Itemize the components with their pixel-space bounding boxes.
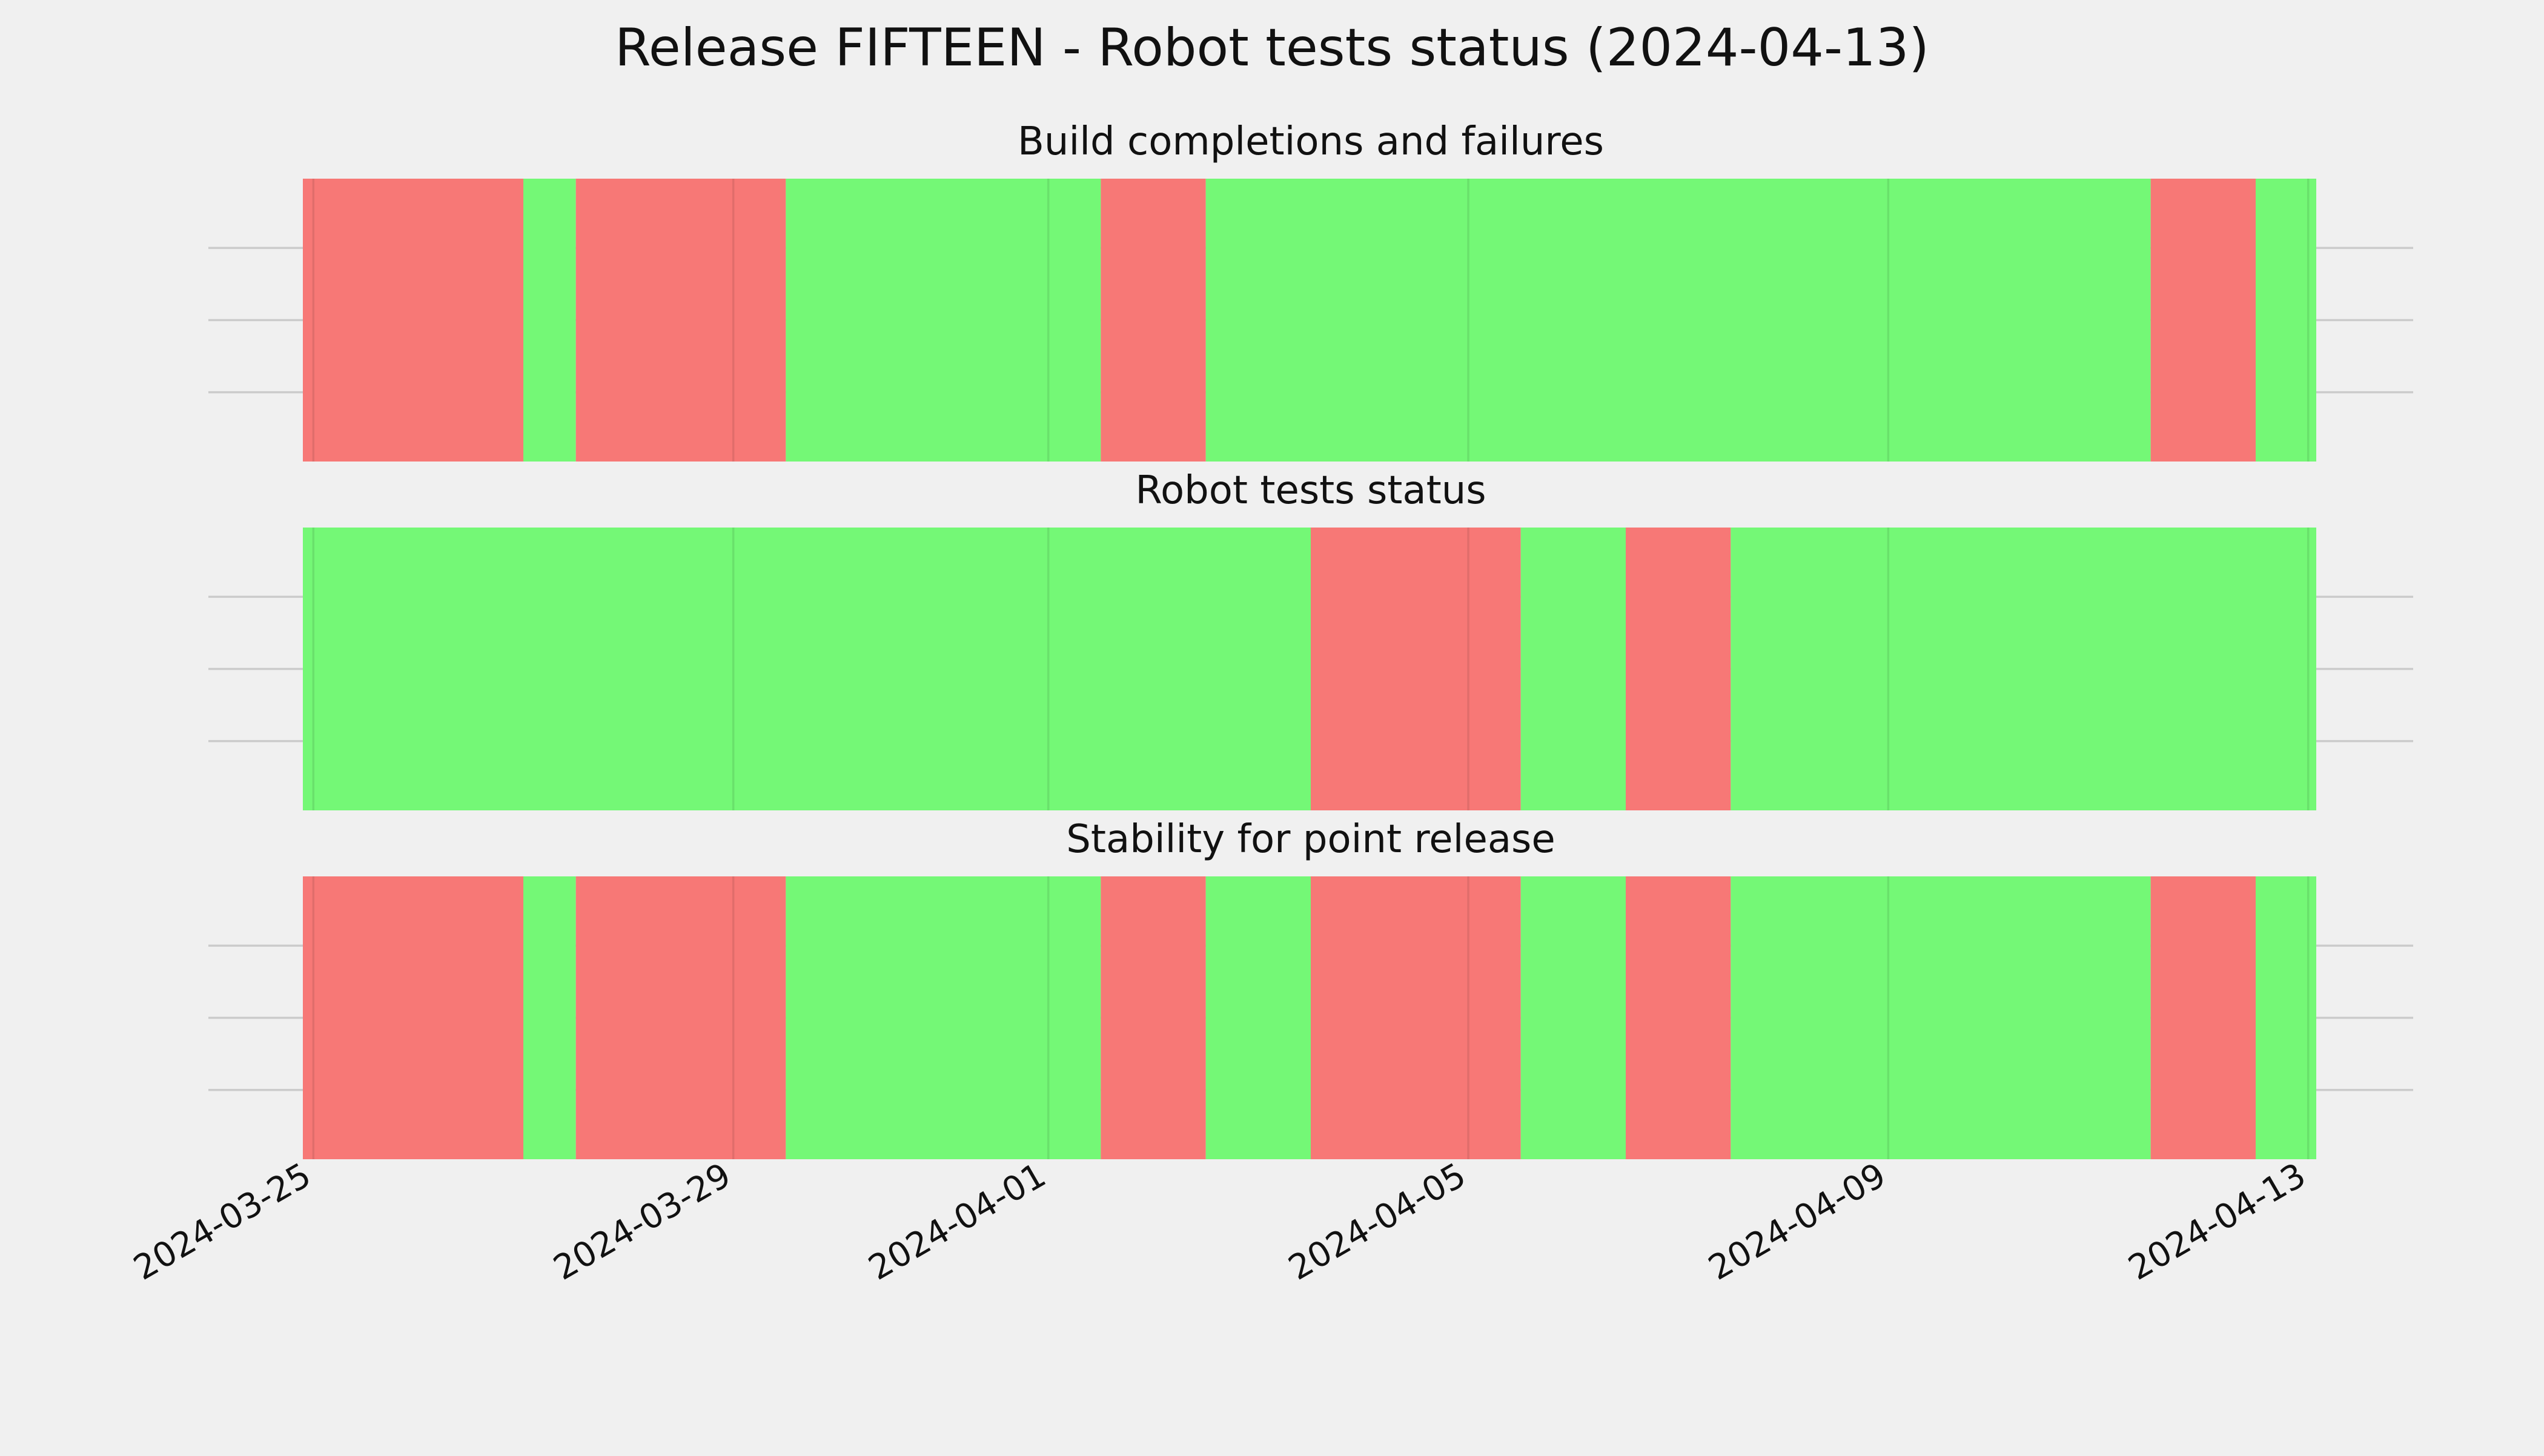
timeline-panel: Robot tests status xyxy=(208,468,2413,810)
fail-segment xyxy=(1311,528,1521,810)
pass-segment xyxy=(1520,528,1626,810)
pass-segment xyxy=(1205,179,2151,462)
chart-title: Release FIFTEEN - Robot tests status (20… xyxy=(615,18,1929,78)
fail-segment xyxy=(2150,876,2256,1159)
fail-segment xyxy=(303,179,523,462)
pass-segment xyxy=(1205,876,1311,1159)
panel-title: Robot tests status xyxy=(1135,468,1486,513)
pass-segment xyxy=(786,876,1101,1159)
pass-segment xyxy=(786,179,1101,462)
timeline-panel: Stability for point release xyxy=(208,817,2413,1159)
fail-segment xyxy=(1626,876,1731,1159)
fail-segment xyxy=(2150,179,2256,462)
x-tick-label: 2024-04-09 xyxy=(1702,1156,1892,1288)
fail-segment xyxy=(303,876,523,1159)
fail-segment xyxy=(1626,528,1731,810)
pass-segment xyxy=(1520,876,1626,1159)
x-tick-label: 2024-03-25 xyxy=(127,1156,317,1288)
fail-segment xyxy=(1101,179,1206,462)
fail-segment xyxy=(1101,876,1206,1159)
fail-segment xyxy=(575,876,786,1159)
x-axis: 2024-03-25 2024-03-29 2024-04-01 2024-04-05… xyxy=(127,1156,2313,1288)
panel-title: Stability for point release xyxy=(1066,817,1555,862)
panel-title: Build completions and failures xyxy=(1018,119,1604,164)
x-tick-label: 2024-04-05 xyxy=(1282,1156,1472,1288)
fail-segment xyxy=(575,179,786,462)
pass-segment xyxy=(523,179,576,462)
pass-segment xyxy=(2256,876,2316,1159)
x-tick-label: 2024-04-13 xyxy=(2122,1156,2312,1288)
x-tick-label: 2024-03-29 xyxy=(547,1156,737,1288)
pass-segment xyxy=(2256,179,2316,462)
pass-segment xyxy=(303,528,1311,810)
pass-segment xyxy=(523,876,576,1159)
pass-segment xyxy=(1731,528,2316,810)
pass-segment xyxy=(1731,876,2151,1159)
fail-segment xyxy=(1311,876,1521,1159)
timeline-panel: Build completions and failures xyxy=(208,119,2413,462)
x-tick-label: 2024-04-01 xyxy=(862,1156,1052,1288)
panels-layer: Build completions and failures Robot test… xyxy=(208,119,2413,1159)
